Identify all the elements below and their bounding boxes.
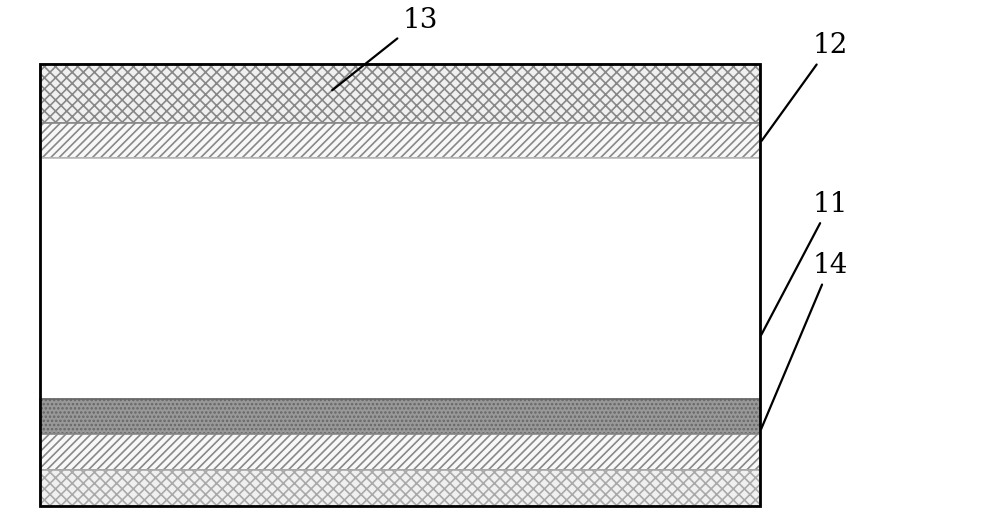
Text: 12: 12 xyxy=(762,33,848,141)
Bar xyxy=(40,158,760,399)
Text: 13: 13 xyxy=(332,7,438,90)
Bar xyxy=(40,64,760,506)
Text: 11: 11 xyxy=(761,191,848,335)
Text: 14: 14 xyxy=(761,252,848,429)
Bar xyxy=(40,123,760,158)
Bar xyxy=(40,64,760,123)
Bar xyxy=(40,470,760,506)
Bar xyxy=(40,399,760,434)
Bar xyxy=(40,434,760,470)
